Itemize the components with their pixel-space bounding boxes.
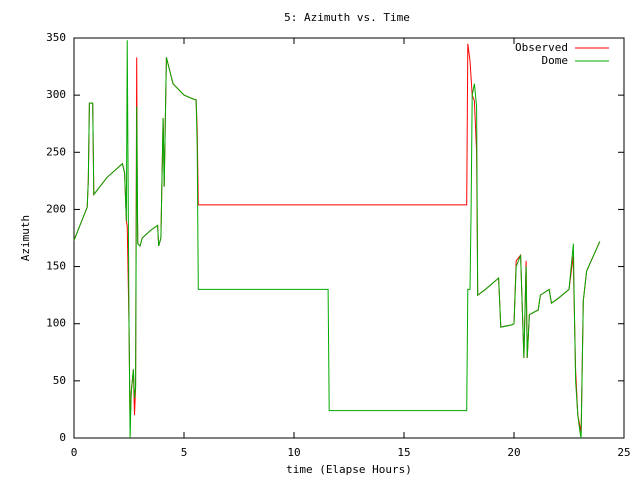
x-tick-label: 10 — [287, 446, 300, 459]
series-line — [73, 40, 601, 439]
y-tick-label: 300 — [46, 88, 66, 101]
series-line — [73, 43, 601, 433]
x-tick-label: 5 — [181, 446, 188, 459]
plot-border — [73, 37, 625, 439]
y-tick-label: 150 — [46, 260, 66, 273]
x-tick-label: 15 — [397, 446, 410, 459]
y-tick-label: 200 — [46, 202, 66, 215]
y-axis-label: Azimuth — [19, 215, 32, 261]
y-tick-label: 350 — [46, 31, 66, 44]
chart-title: 5: Azimuth vs. Time — [284, 11, 410, 24]
legend-label: Dome — [542, 54, 569, 67]
x-tick-label: 25 — [617, 446, 630, 459]
x-tick-label: 0 — [71, 446, 78, 459]
x-tick-label: 20 — [507, 446, 520, 459]
y-tick-label: 50 — [53, 374, 66, 387]
legend-label: Observed — [515, 41, 568, 54]
x-axis-label: time (Elapse Hours) — [286, 463, 412, 476]
y-tick-label: 0 — [59, 431, 66, 444]
y-tick-label: 100 — [46, 317, 66, 330]
y-tick-label: 250 — [46, 145, 66, 158]
